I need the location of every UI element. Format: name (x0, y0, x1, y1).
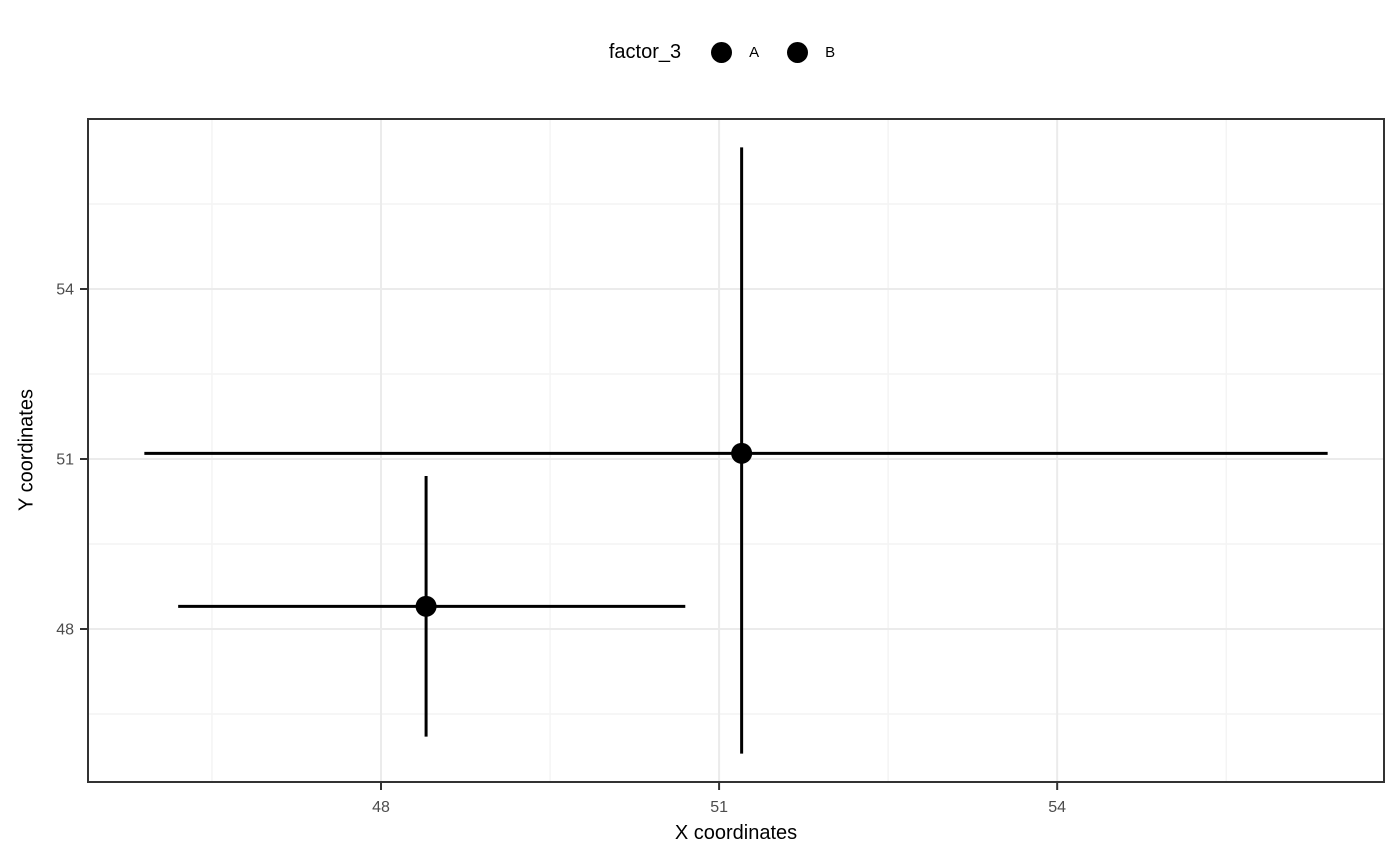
legend-title: factor_3 (608, 40, 682, 63)
y-tick-label: 51 (56, 452, 74, 469)
legend-point-icon (711, 41, 733, 63)
data-point-B (731, 442, 753, 464)
legend-entry-b: B (787, 41, 836, 63)
legend-label-a: A (749, 43, 760, 61)
legend-label-b: B (825, 43, 836, 61)
x-tick-label: 48 (372, 799, 390, 816)
y-axis-title: Y coordinates (15, 389, 38, 511)
y-tick-label: 54 (56, 282, 74, 299)
x-tick-label: 51 (710, 799, 728, 816)
x-axis-title: X coordinates (674, 822, 798, 844)
panel-border (87, 118, 1385, 783)
legend-entry-a: A (711, 41, 760, 63)
x-tick-label: 54 (1048, 799, 1066, 816)
data-point-A (415, 595, 437, 617)
legend: factor_3 A B (88, 30, 1384, 74)
axis-ticks: 48 51 54 48 51 54 (56, 282, 1066, 817)
grid-minor (88, 119, 1384, 782)
legend-point-icon (787, 41, 809, 63)
y-tick-label: 48 (56, 622, 74, 639)
